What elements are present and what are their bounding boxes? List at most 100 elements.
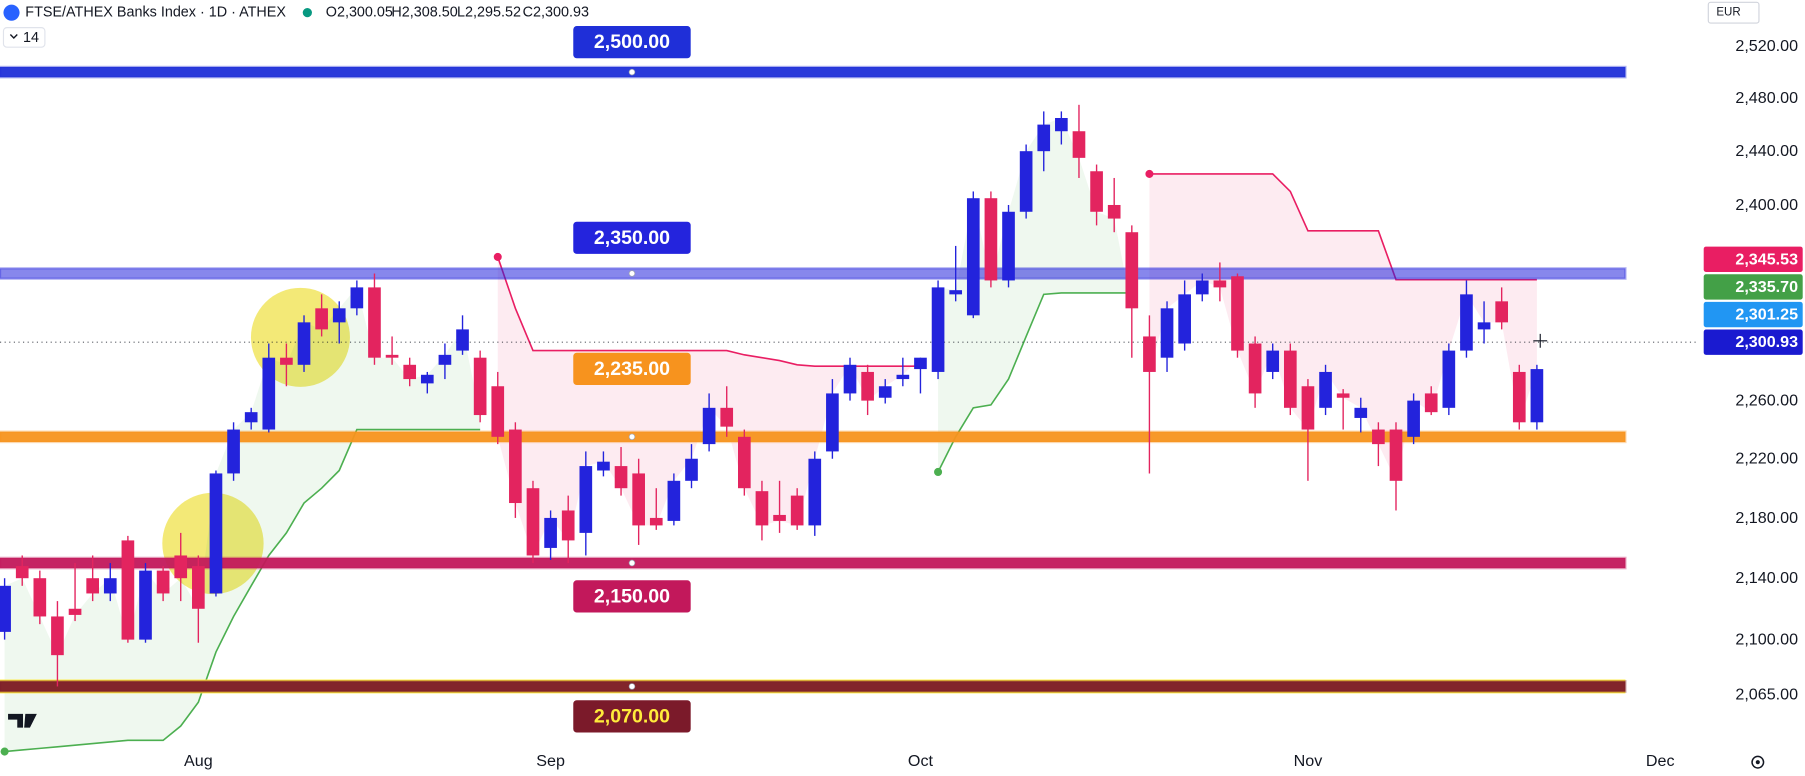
candle-body [1002,211,1015,281]
candle-body [790,495,804,526]
candle-layer [0,104,1544,687]
y-tick-label: 2,440.00 [1735,142,1798,160]
candle-body [685,458,698,481]
candle-body [1072,131,1086,158]
price-label-box [1703,329,1803,355]
x-tick-label: Oct [908,752,934,770]
crosshair [1533,333,1548,348]
candle-body [139,570,152,640]
price-label: 2,300.93 [1735,333,1798,351]
candle-body [420,374,434,384]
candle-body [121,540,135,640]
candle-body [227,429,240,474]
ohlc-open: O2,300.05 [326,5,393,21]
candle-body [0,585,11,632]
candle-body [68,608,82,615]
candle-body [1037,124,1051,152]
indicator-value: 14 [23,30,39,46]
price-label-box [1703,274,1803,300]
candle-body [773,514,786,521]
level-handle [628,270,636,277]
price-label: 2,301.25 [1735,306,1798,324]
level-handle [628,68,636,76]
level-label-box [573,580,691,613]
y-tick-label: 2,100.00 [1735,631,1798,649]
candle-body [103,578,117,594]
tv-logo[interactable] [8,713,37,728]
candle-body [403,364,417,380]
candle-body [33,578,47,617]
level-label: 2,350.00 [594,227,670,249]
candle-body [1107,204,1121,219]
trend-line [4,292,1132,753]
ohlc-close: C2,300.93 [523,5,589,21]
candle-body [720,407,734,427]
candle-body [297,322,311,365]
settings-icon[interactable] [1751,755,1765,769]
candle-body [843,364,857,394]
candle-body [1283,350,1297,408]
candle-body [1319,371,1332,408]
x-tick-label: Dec [1646,752,1675,770]
candle-body [1301,386,1315,430]
level-layer [0,65,1698,694]
x-tick-label: Nov [1294,752,1323,770]
candle-body [368,287,381,358]
trend-start-dot [1145,169,1154,178]
symbol-title[interactable]: FTSE/ATHEX Banks Index · 1D · ATHEX [25,5,286,21]
candle-body [1195,280,1209,295]
candle-body [1336,393,1350,398]
candle-body [491,386,505,437]
candle-body [984,198,998,281]
currency-button[interactable] [1707,1,1760,24]
candle-body [702,407,716,445]
x-tick-label: Aug [184,752,213,770]
candle-body [1512,371,1526,423]
candle-body [174,555,188,579]
candle-body [1424,393,1438,413]
candle-body [826,393,839,452]
level-label: 2,070.00 [594,705,670,727]
level-label: 2,235.00 [594,358,670,380]
currency-label: EUR [1716,7,1740,19]
ohlc-high: H2,308.50 [391,5,457,21]
candle-body [949,290,963,295]
trend-start-dot [934,467,943,476]
ohlc-low: L2,295.52 [457,5,521,21]
level-label-box [573,700,691,733]
candle-body [614,466,628,489]
candle-body [755,491,769,526]
candle-body [1213,280,1227,288]
level-line [0,680,1627,693]
level-line [0,430,1627,444]
level-label-box [573,352,691,386]
indicator-toggle[interactable] [2,27,46,48]
candle-body [332,308,346,323]
candle-body [1495,301,1509,323]
candle-body [86,578,99,594]
candle-body [1389,429,1403,481]
candle-body [1460,294,1473,351]
candle-body [1143,336,1156,372]
candle-body [209,473,223,594]
candle-body [1266,350,1280,372]
y-tick-label: 2,260.00 [1735,392,1798,410]
chevron-icon [9,34,18,39]
candle-body [315,308,328,330]
candle-body [509,429,522,504]
level-label-box [573,26,691,59]
level-line [0,556,1627,570]
candle-body [544,517,557,548]
candle-body [156,570,170,594]
candle-body [1354,407,1368,418]
trend-start-dot [0,747,9,756]
candle-body [1178,294,1191,344]
candle-body [280,357,293,365]
candle-body [808,458,822,526]
candle-body [738,436,751,489]
candle-body [597,461,610,471]
candle-body [385,354,399,358]
candle-body [1442,350,1456,408]
